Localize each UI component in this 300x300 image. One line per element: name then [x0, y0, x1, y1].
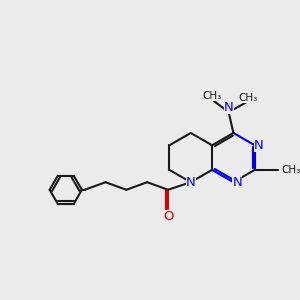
Text: CH₃: CH₃	[202, 91, 221, 101]
Text: CH₃: CH₃	[238, 93, 257, 103]
Text: N: N	[186, 176, 196, 189]
Text: CH₃: CH₃	[281, 165, 300, 175]
Text: O: O	[163, 210, 173, 223]
Text: N: N	[224, 101, 233, 114]
Text: N: N	[232, 176, 242, 189]
Text: N: N	[254, 139, 263, 152]
